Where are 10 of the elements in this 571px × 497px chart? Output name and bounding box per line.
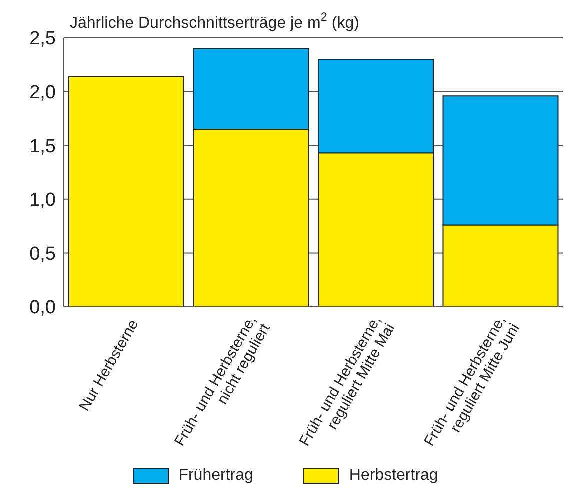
y-tick-label: 2,5 (30, 28, 56, 50)
y-tick-label: 0,0 (30, 298, 56, 319)
chart-title: Jährliche Durchschnittserträge je m$^{2}$ (kg) (70, 10, 360, 32)
y-tick-label: 1,5 (30, 136, 56, 158)
y-tick-label: 0,5 (30, 244, 56, 265)
y-tick-label: 1,0 (30, 190, 56, 212)
bar (68, 76, 184, 307)
y-tick-label: 2,0 (30, 82, 56, 104)
legend-label: Frühertrag (178, 467, 254, 485)
legend-label: Herbstertrag (348, 467, 438, 485)
